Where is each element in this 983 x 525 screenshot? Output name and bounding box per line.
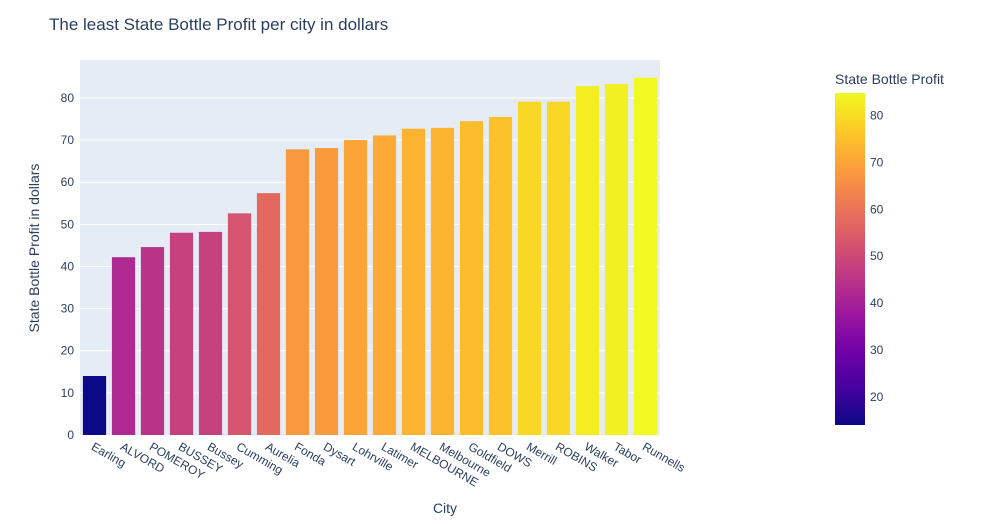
chart-title: The least State Bottle Profit per city i…: [49, 15, 388, 34]
bar: [633, 77, 658, 436]
bar: [198, 231, 223, 435]
plot-area: [80, 60, 660, 435]
colorbar-tick-label: 40: [870, 296, 884, 310]
y-tick-label: 80: [61, 91, 75, 105]
y-tick-label: 30: [61, 302, 75, 316]
bar: [256, 193, 281, 435]
y-tick-label: 50: [61, 217, 75, 231]
y-tick-label: 40: [61, 259, 75, 273]
y-tick-label: 0: [67, 428, 74, 442]
bar: [517, 101, 542, 435]
bar: [604, 84, 629, 436]
bar: [343, 140, 368, 435]
x-axis-label: City: [433, 500, 457, 516]
colorbar-ticks: 20 30 40 50 60 70 80: [870, 109, 884, 404]
bars: [82, 77, 658, 436]
colorbar: [835, 93, 865, 425]
bar: [488, 116, 513, 435]
x-tick-label: Runnells: [640, 439, 687, 474]
bar: [430, 127, 455, 435]
colorbar-tick-label: 50: [870, 249, 884, 263]
y-tick-label: 10: [61, 386, 75, 400]
bar: [372, 135, 397, 436]
bar: [169, 232, 194, 435]
y-axis-ticks: 0 10 20 30 40 50 60 70 80: [61, 91, 75, 442]
x-tick-label: Dysart: [321, 439, 359, 469]
bar: [314, 148, 339, 435]
colorbar-tick-label: 70: [870, 155, 884, 169]
x-axis-ticks: EarlingALVORDPOMEROYBUSSEYBusseyCummingA…: [89, 439, 687, 489]
y-tick-label: 20: [61, 344, 75, 358]
colorbar-tick-label: 20: [870, 390, 884, 404]
bar: [546, 101, 571, 435]
y-axis-label: State Bottle Profit in dollars: [26, 164, 42, 333]
y-tick-label: 70: [61, 133, 75, 147]
bar: [401, 128, 426, 435]
bar: [111, 257, 136, 435]
bar: [459, 121, 484, 435]
bar: [575, 86, 600, 435]
bar: [82, 376, 107, 435]
bar: [140, 247, 165, 435]
colorbar-tick-label: 80: [870, 109, 884, 123]
bar: [285, 149, 310, 435]
colorbar-tick-label: 30: [870, 343, 884, 357]
bar: [227, 213, 252, 435]
colorbar-title: State Bottle Profit: [835, 71, 944, 87]
colorbar-tick-label: 60: [870, 202, 884, 216]
y-tick-label: 60: [61, 175, 75, 189]
